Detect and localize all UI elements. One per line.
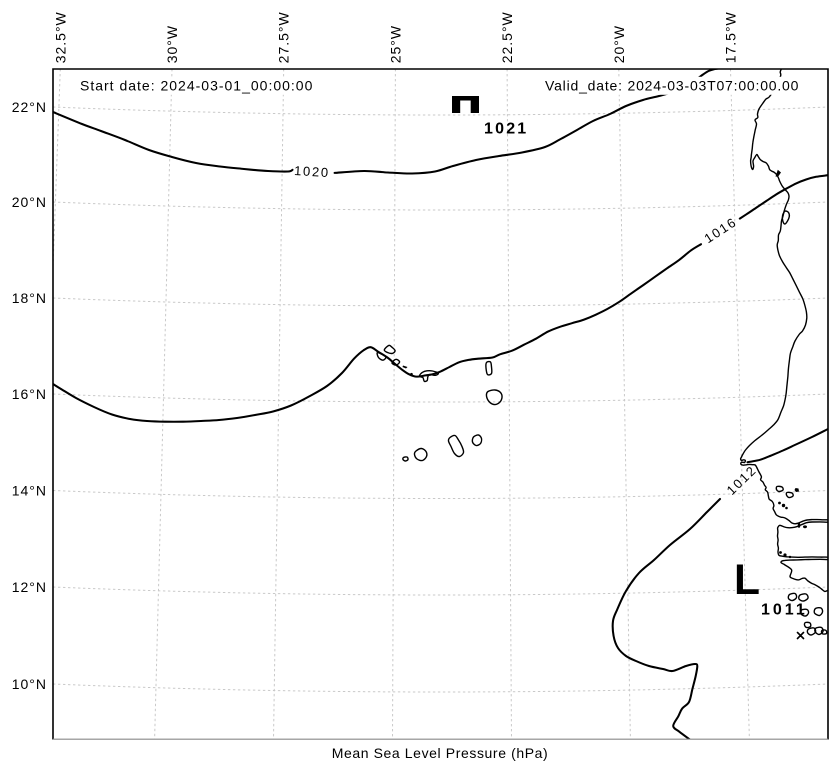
svg-text:20°W: 20°W bbox=[611, 25, 627, 63]
svg-text:32.5°W: 32.5°W bbox=[52, 11, 68, 63]
svg-text:L: L bbox=[734, 557, 760, 604]
svg-text:27.5°W: 27.5°W bbox=[276, 11, 292, 63]
svg-text:12°N: 12°N bbox=[12, 579, 47, 595]
svg-text:20°N: 20°N bbox=[12, 194, 47, 210]
svg-text:18°N: 18°N bbox=[12, 290, 47, 306]
svg-text:30°W: 30°W bbox=[164, 25, 180, 63]
svg-text:16°N: 16°N bbox=[12, 386, 47, 402]
svg-text:10°N: 10°N bbox=[12, 676, 47, 692]
svg-text:14°N: 14°N bbox=[12, 483, 47, 499]
svg-text:1011: 1011 bbox=[761, 602, 808, 619]
svg-text:1020: 1020 bbox=[294, 163, 331, 180]
svg-text:Mean Sea Level Pressure (hPa): Mean Sea Level Pressure (hPa) bbox=[332, 745, 549, 761]
svg-text:25°W: 25°W bbox=[387, 25, 403, 63]
svg-text:Valid_date: 2024-03-03T07:00:0: Valid_date: 2024-03-03T07:00:00.00 bbox=[545, 78, 799, 94]
svg-text:22°N: 22°N bbox=[12, 99, 47, 115]
svg-text:22.5°W: 22.5°W bbox=[499, 11, 515, 63]
svg-text:Start date: 2024-03-01_00:00:0: Start date: 2024-03-01_00:00:00 bbox=[80, 78, 313, 94]
svg-text:1021: 1021 bbox=[484, 121, 528, 138]
svg-text:17.5°W: 17.5°W bbox=[723, 11, 739, 63]
